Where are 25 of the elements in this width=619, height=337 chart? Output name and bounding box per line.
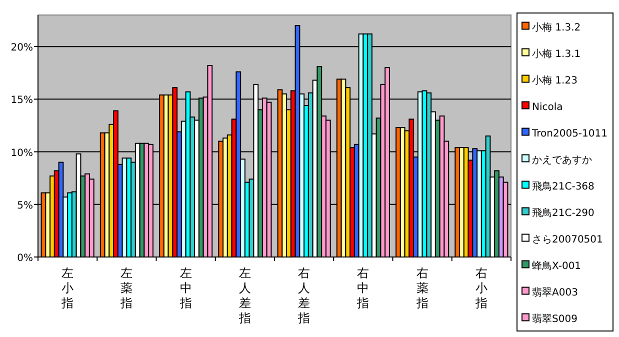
legend-label: 小梅 1.3.1 — [532, 48, 581, 60]
legend-label: Nicola — [532, 102, 563, 113]
y-tick-label: 0% — [17, 253, 33, 264]
x-tick-label: 左中指 — [178, 266, 192, 310]
y-tick-label: 10% — [10, 148, 33, 159]
y-tick-label: 15% — [10, 95, 33, 106]
legend-label: 飛鳥21C-368 — [532, 180, 594, 192]
y-tick-label: 20% — [10, 42, 33, 54]
x-tick-label: 右中指 — [356, 266, 370, 310]
x-tick-label: 左薬指 — [120, 266, 133, 310]
legend-label: かえであすか — [532, 154, 592, 166]
x-tick-label: 右小指 — [474, 266, 488, 310]
legend-label: 翡翠A003 — [532, 286, 578, 298]
x-tick-label: 左小指 — [60, 266, 74, 310]
legend-label: 小梅 1.23 — [532, 74, 578, 86]
legend-label: さら20070501 — [532, 234, 603, 246]
x-tick-label: 右薬指 — [415, 266, 428, 310]
legend-label: 小梅 1.3.2 — [532, 21, 581, 34]
legend-label: Tron2005-1011 — [531, 128, 608, 140]
x-tick-label: 右人差指 — [297, 266, 310, 325]
y-tick-label: 5% — [17, 200, 33, 212]
legend-label: 蜂鳥X-001 — [532, 260, 582, 272]
legend-label: 翡翠S009 — [532, 312, 578, 325]
x-tick-label: 左人差指 — [238, 266, 251, 325]
legend-label: 飛鳥21C-290 — [532, 206, 594, 219]
